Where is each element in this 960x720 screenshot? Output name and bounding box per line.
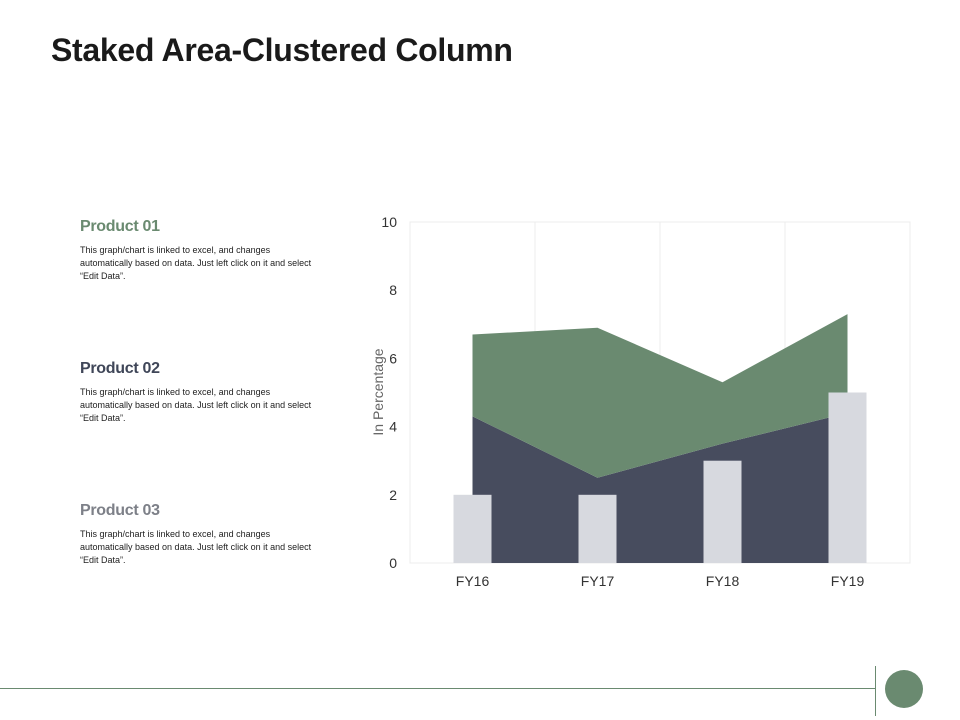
footer-vertical-divider	[875, 666, 876, 716]
y-tick-label: 2	[389, 487, 397, 503]
product-02-title: Product 02	[80, 360, 160, 377]
column-bar	[828, 392, 867, 563]
y-tick-label: 10	[381, 214, 397, 230]
x-tick-label: FY17	[581, 573, 615, 589]
area-series-2	[472, 314, 848, 478]
x-tick-label: FY19	[831, 573, 865, 589]
x-tick-label: FY18	[706, 573, 740, 589]
product-03-title: Product 03	[80, 502, 160, 519]
footer-circle	[885, 670, 923, 708]
product-01-block: Product 01 This graph/chart is linked to…	[80, 218, 320, 283]
product-03-description: This graph/chart is linked to excel, and…	[80, 529, 312, 565]
column-bar	[578, 494, 617, 563]
page-title: Staked Area-Clustered Column	[51, 32, 513, 68]
y-tick-label: 6	[389, 350, 397, 366]
y-tick-label: 8	[389, 282, 397, 298]
product-02-block: Product 02 This graph/chart is linked to…	[80, 360, 320, 425]
product-01-description: This graph/chart is linked to excel, and…	[80, 245, 312, 281]
column-bar	[453, 494, 492, 563]
x-tick-label: FY16	[456, 573, 490, 589]
product-02-description: This graph/chart is linked to excel, and…	[80, 387, 312, 423]
y-axis-label: In Percentage	[370, 348, 386, 435]
footer-divider	[0, 688, 875, 689]
y-tick-label: 4	[389, 419, 397, 435]
product-01-title: Product 01	[80, 218, 160, 235]
y-tick-label: 0	[389, 555, 397, 571]
column-bar	[703, 460, 742, 563]
product-03-block: Product 03 This graph/chart is linked to…	[80, 502, 320, 567]
area-series-1	[472, 412, 848, 563]
